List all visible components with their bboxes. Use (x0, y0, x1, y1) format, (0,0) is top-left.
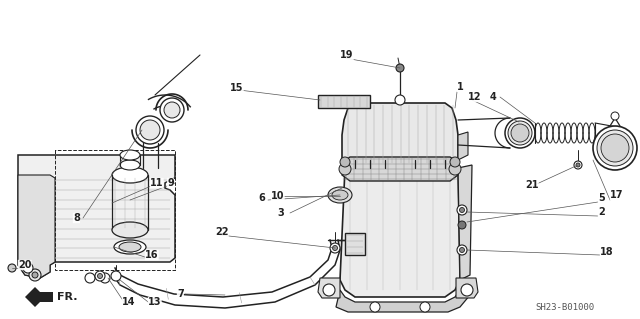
Text: 11: 11 (150, 178, 163, 188)
Ellipse shape (332, 190, 348, 200)
Polygon shape (336, 290, 470, 312)
Circle shape (29, 269, 41, 281)
Circle shape (460, 207, 465, 212)
Circle shape (461, 284, 473, 296)
Circle shape (511, 124, 529, 142)
Text: 1: 1 (457, 82, 464, 92)
Circle shape (395, 95, 405, 105)
Circle shape (111, 271, 121, 281)
Circle shape (95, 271, 105, 281)
Text: 2: 2 (598, 207, 605, 217)
Polygon shape (342, 157, 458, 181)
Circle shape (323, 284, 335, 296)
Polygon shape (458, 132, 468, 160)
Circle shape (601, 134, 629, 162)
Circle shape (597, 130, 633, 166)
Ellipse shape (140, 120, 160, 140)
Text: 20: 20 (18, 260, 31, 270)
Text: 22: 22 (215, 227, 228, 237)
Ellipse shape (120, 160, 140, 170)
Polygon shape (318, 278, 340, 298)
Text: 7: 7 (177, 289, 184, 299)
Circle shape (32, 272, 38, 278)
Text: 3: 3 (277, 208, 284, 218)
Text: SH23-B01000: SH23-B01000 (535, 303, 594, 313)
Text: 4: 4 (490, 92, 497, 102)
Text: 10: 10 (271, 191, 285, 201)
Text: 9: 9 (167, 178, 173, 188)
Polygon shape (18, 155, 175, 278)
Polygon shape (18, 175, 55, 278)
Text: 13: 13 (148, 297, 161, 307)
Text: 5: 5 (598, 193, 605, 203)
Ellipse shape (164, 102, 180, 118)
Circle shape (593, 126, 637, 170)
Circle shape (333, 246, 337, 250)
Polygon shape (340, 163, 460, 297)
Circle shape (330, 243, 340, 253)
Ellipse shape (160, 98, 184, 122)
Ellipse shape (119, 242, 141, 252)
Text: 12: 12 (468, 92, 481, 102)
Circle shape (458, 221, 466, 229)
Ellipse shape (112, 167, 148, 183)
Polygon shape (456, 278, 478, 298)
Text: 19: 19 (340, 50, 353, 60)
Text: 17: 17 (610, 190, 623, 200)
Text: 6: 6 (258, 193, 265, 203)
Circle shape (508, 121, 532, 145)
Ellipse shape (328, 187, 352, 203)
Ellipse shape (120, 150, 140, 160)
Text: 15: 15 (230, 83, 243, 93)
Circle shape (100, 273, 110, 283)
Text: 14: 14 (122, 297, 136, 307)
Text: 8: 8 (73, 213, 80, 223)
Circle shape (457, 245, 467, 255)
Ellipse shape (449, 163, 461, 175)
Circle shape (460, 248, 465, 253)
Circle shape (457, 205, 467, 215)
Polygon shape (458, 165, 472, 280)
Circle shape (370, 302, 380, 312)
Circle shape (85, 273, 95, 283)
Circle shape (505, 118, 535, 148)
Circle shape (396, 64, 404, 72)
Text: 16: 16 (145, 250, 159, 260)
Circle shape (97, 273, 102, 278)
Ellipse shape (450, 157, 460, 167)
Polygon shape (318, 95, 370, 108)
Ellipse shape (114, 240, 146, 254)
Ellipse shape (136, 116, 164, 144)
Text: 18: 18 (600, 247, 614, 257)
Ellipse shape (340, 157, 350, 167)
Text: 21: 21 (525, 180, 538, 190)
Circle shape (576, 163, 580, 167)
Ellipse shape (339, 163, 351, 175)
Polygon shape (345, 233, 365, 255)
Circle shape (8, 264, 16, 272)
Ellipse shape (112, 222, 148, 238)
Circle shape (611, 112, 619, 120)
Circle shape (574, 161, 582, 169)
Polygon shape (342, 103, 458, 165)
Circle shape (23, 263, 33, 273)
Polygon shape (25, 287, 53, 307)
Text: FR.: FR. (57, 292, 77, 302)
Circle shape (420, 302, 430, 312)
